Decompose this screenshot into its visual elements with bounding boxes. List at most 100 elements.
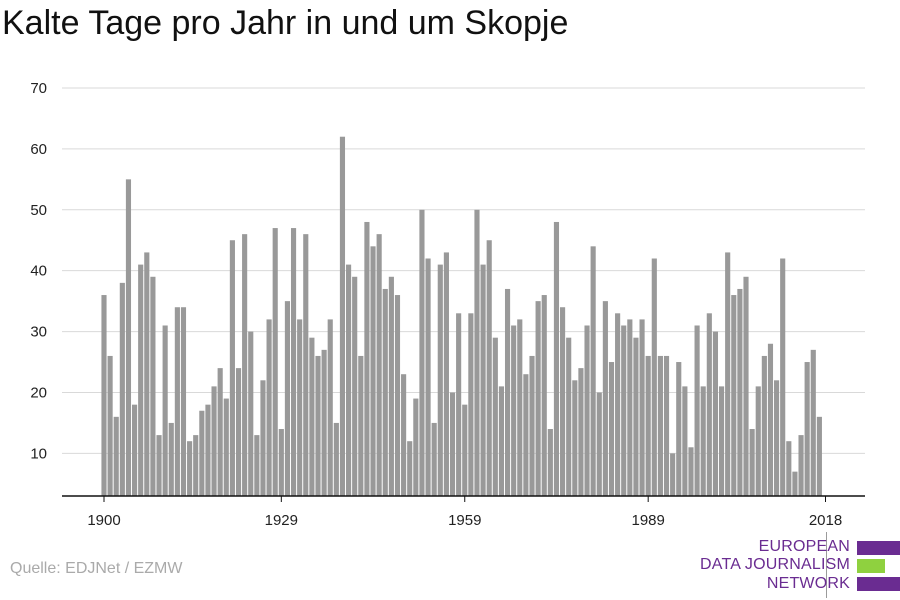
bar-1942 xyxy=(358,355,364,496)
axes xyxy=(62,495,865,502)
bar-1954 xyxy=(431,422,437,496)
bar-1930 xyxy=(284,301,291,496)
x-tick-label-1959: 1959 xyxy=(448,512,481,529)
bar-1987 xyxy=(633,337,639,496)
bar-1929 xyxy=(278,429,284,496)
bar-2003 xyxy=(731,295,737,496)
bar-1999 xyxy=(706,313,712,496)
bar-1904 xyxy=(125,179,132,497)
logo-text-network: NETWORK xyxy=(766,575,850,592)
x-tick-label-1900: 1900 xyxy=(87,512,120,529)
bar-1905 xyxy=(132,404,138,496)
logo-text-european: EUROPEAN xyxy=(758,538,850,555)
bar-1913 xyxy=(180,307,187,496)
bar-1903 xyxy=(119,282,125,496)
bar-1996 xyxy=(688,447,694,496)
bar-1906 xyxy=(138,264,144,496)
bar-1909 xyxy=(156,435,162,496)
bar-1927 xyxy=(266,319,272,496)
bar-1959 xyxy=(462,404,468,496)
bar-1900 xyxy=(101,295,107,496)
bar-2001 xyxy=(718,386,725,496)
bar-2011 xyxy=(780,258,786,496)
bar-1919 xyxy=(217,368,223,496)
bar-1935 xyxy=(315,355,321,496)
source-label: Quelle: EDJNet / EZMW xyxy=(10,560,183,577)
y-tick-label-30: 30 xyxy=(30,324,47,341)
bar-1951 xyxy=(413,398,419,496)
bar-1967 xyxy=(511,325,517,496)
bar-2008 xyxy=(761,355,767,496)
bar-2015 xyxy=(804,362,810,496)
bar-1962 xyxy=(480,264,486,496)
bar-1938 xyxy=(333,422,339,496)
bar-1963 xyxy=(486,240,492,496)
bar-1956 xyxy=(443,252,449,496)
bar-1908 xyxy=(150,276,156,496)
bar-2017 xyxy=(816,416,822,496)
bar-1936 xyxy=(321,349,327,496)
logo-bar-purple-bottom xyxy=(857,577,900,591)
y-tick-label-20: 20 xyxy=(30,384,47,401)
bar-1949 xyxy=(401,374,407,496)
bar-1961 xyxy=(474,209,480,496)
bar-1928 xyxy=(272,228,278,497)
bar-1960 xyxy=(468,313,474,496)
bar-1974 xyxy=(553,221,560,496)
bar-1923 xyxy=(242,234,248,497)
bar-1989 xyxy=(645,355,651,496)
bar-1943 xyxy=(364,221,370,496)
bar-1990 xyxy=(651,258,657,496)
bar-1921 xyxy=(229,240,235,496)
logo-text-data-journalism: DATA JOURNALISM xyxy=(700,556,850,573)
bar-1985 xyxy=(621,325,627,496)
bar-1931 xyxy=(290,228,297,497)
bar-1914 xyxy=(187,441,193,496)
x-tick-label-1989: 1989 xyxy=(631,512,664,529)
bar-1910 xyxy=(162,325,168,496)
bar-2007 xyxy=(755,386,761,496)
bar-1917 xyxy=(205,404,211,496)
bar-2004 xyxy=(737,288,743,496)
bar-1958 xyxy=(456,313,462,496)
bar-1947 xyxy=(388,276,394,496)
bar-1939 xyxy=(339,136,346,496)
bar-1944 xyxy=(370,246,376,496)
bar-2006 xyxy=(749,429,755,496)
y-tick-label-10: 10 xyxy=(30,445,47,462)
bar-1933 xyxy=(303,234,309,497)
y-tick-label-40: 40 xyxy=(30,263,47,280)
bar-1915 xyxy=(193,435,199,496)
bar-2014 xyxy=(798,435,804,496)
bar-2012 xyxy=(786,441,792,496)
bar-1984 xyxy=(615,313,621,496)
bar-1973 xyxy=(547,429,553,496)
bar-1986 xyxy=(627,319,633,496)
bar-2016 xyxy=(810,349,816,496)
bar-2005 xyxy=(743,276,749,496)
bar-1969 xyxy=(523,374,529,496)
bar-1970 xyxy=(529,355,535,496)
tick-labels: 10 20 30 40 50 60 70 1900 1929 1959 1989 2018 xyxy=(30,80,842,529)
bar-1988 xyxy=(639,319,645,496)
bar-1977 xyxy=(572,380,578,496)
bar-1912 xyxy=(174,307,180,496)
bar-1995 xyxy=(682,386,688,496)
bar-1911 xyxy=(168,422,174,496)
bar-1992 xyxy=(663,355,670,496)
bar-1902 xyxy=(113,416,119,496)
bar-1998 xyxy=(700,386,706,496)
bar-1976 xyxy=(566,337,572,496)
bar-1953 xyxy=(425,258,431,496)
bar-1980 xyxy=(590,246,596,496)
bar-1982 xyxy=(602,301,608,496)
y-tick-label-50: 50 xyxy=(30,202,47,219)
bar-1952 xyxy=(419,209,425,496)
bar-1925 xyxy=(254,435,260,496)
bar-1955 xyxy=(437,264,443,496)
bar-1946 xyxy=(382,288,388,496)
bar-1991 xyxy=(657,355,663,496)
bar-1964 xyxy=(492,337,498,496)
bar-1948 xyxy=(394,295,401,496)
